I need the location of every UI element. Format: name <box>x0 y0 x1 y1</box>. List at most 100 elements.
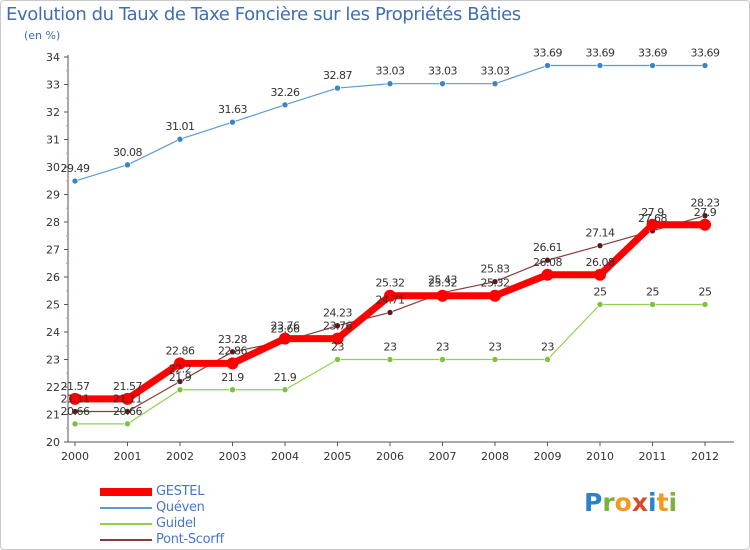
data-point <box>439 80 446 87</box>
logo-letter: x <box>631 488 648 517</box>
data-label: 24.71 <box>376 293 405 306</box>
data-point <box>384 289 396 302</box>
data-point <box>71 408 79 415</box>
data-point <box>281 386 289 394</box>
x-tick-label: 2000 <box>61 450 89 463</box>
data-point <box>386 309 394 316</box>
data-label: 23 <box>489 341 502 354</box>
data-label: 25.32 <box>428 277 457 290</box>
data-label: 33.03 <box>481 65 510 78</box>
data-label: 21.57 <box>113 380 142 393</box>
data-label: 33.69 <box>691 47 720 60</box>
x-tick-label: 2007 <box>429 450 457 463</box>
data-point <box>69 392 81 405</box>
data-point <box>699 218 711 231</box>
data-label: 23.76 <box>271 320 300 333</box>
legend-label: Guidel <box>156 516 196 531</box>
y-tick-label: 30 <box>46 161 60 174</box>
data-point <box>174 357 186 370</box>
data-label: 22.86 <box>166 344 195 357</box>
legend-item: Pont-Scorff <box>100 532 320 548</box>
data-point <box>229 118 236 126</box>
data-label: 25 <box>699 286 712 299</box>
data-label: 25.32 <box>481 277 510 290</box>
data-point <box>594 268 606 281</box>
data-label: 25 <box>594 286 607 299</box>
y-tick-label: 26 <box>46 271 60 284</box>
data-point <box>541 268 554 281</box>
data-point <box>436 289 449 302</box>
legend-swatch <box>100 507 152 509</box>
data-label: 33.69 <box>533 47 562 60</box>
data-point <box>544 356 551 363</box>
data-label: 30.08 <box>113 146 142 159</box>
legend-swatch <box>100 523 152 525</box>
data-label: 21.11 <box>113 392 142 405</box>
data-point <box>121 392 134 405</box>
data-point <box>701 62 709 69</box>
y-tick-label: 23 <box>46 354 60 367</box>
data-point <box>649 62 656 69</box>
data-label: 22.86 <box>218 344 247 357</box>
data-label: 23.76 <box>323 320 352 333</box>
logo-letter: i <box>668 488 678 517</box>
data-point <box>334 84 341 92</box>
data-label: 21.57 <box>61 380 90 393</box>
data-label: 33.03 <box>376 65 405 78</box>
data-label: 33.69 <box>638 47 667 60</box>
data-label: 27.9 <box>641 206 664 219</box>
x-tick-label: 2010 <box>586 450 614 463</box>
data-label: 27.68 <box>638 212 667 225</box>
data-point <box>279 332 291 345</box>
x-tick-label: 2008 <box>481 450 509 463</box>
logo-letter: o <box>614 488 632 517</box>
data-label: 23 <box>436 341 449 354</box>
data-label: 33.69 <box>586 47 615 60</box>
y-tick-label: 29 <box>46 189 60 202</box>
data-point <box>334 356 341 363</box>
data-point <box>124 408 131 415</box>
data-point <box>124 161 131 169</box>
y-tick-label: 25 <box>46 299 60 312</box>
data-label: 27.14 <box>586 227 615 240</box>
legend-item: Quéven <box>100 500 320 516</box>
data-label: 21.11 <box>61 392 90 405</box>
data-point <box>491 278 499 285</box>
data-label: 21.9 <box>169 371 192 384</box>
data-point <box>596 301 604 308</box>
data-label: 25.43 <box>428 274 457 287</box>
data-label: 26.08 <box>586 256 615 269</box>
x-tick-label: 2003 <box>219 450 247 463</box>
data-point <box>331 332 344 345</box>
data-label: 27.9 <box>694 206 717 219</box>
y-tick-label: 20 <box>46 436 60 449</box>
logo-letter: r <box>602 488 615 517</box>
x-tick-label: 2011 <box>639 450 667 463</box>
y-tick-label: 31 <box>46 134 60 147</box>
x-tick-label: 2004 <box>271 450 299 463</box>
x-tick-label: 2006 <box>376 450 404 463</box>
data-point <box>596 242 604 249</box>
data-label: 32.87 <box>323 69 352 82</box>
data-label: 20.66 <box>61 405 90 418</box>
chart-title: Evolution du Taux de Taxe Foncière sur l… <box>6 4 521 25</box>
data-label: 25.83 <box>481 263 510 276</box>
data-point <box>229 348 236 356</box>
data-label: 25.32 <box>376 277 405 290</box>
y-tick-label: 21 <box>46 409 60 422</box>
data-point <box>596 62 604 69</box>
data-point <box>544 62 551 69</box>
data-label: 25 <box>646 286 659 299</box>
data-point <box>176 386 184 394</box>
legend-item: GESTEL <box>100 484 320 500</box>
y-tick-label: 28 <box>46 216 60 229</box>
y-tick-label: 32 <box>46 106 60 119</box>
chart-subtitle: (en %) <box>24 29 61 42</box>
legend-label: Pont-Scorff <box>156 532 224 547</box>
data-point <box>701 301 709 308</box>
data-label: 31.63 <box>218 103 247 116</box>
proxiti-logo: Proxiti <box>584 488 677 517</box>
data-label: 23.28 <box>218 333 247 346</box>
data-label: 23.66 <box>271 322 300 335</box>
